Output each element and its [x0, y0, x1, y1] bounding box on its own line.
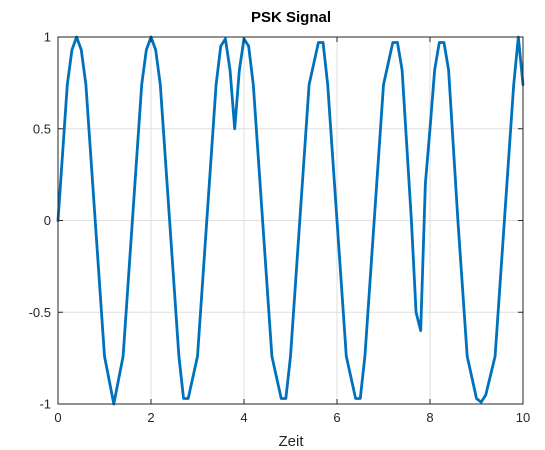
- x-tick-label: 10: [516, 410, 530, 425]
- y-tick-label: -1: [39, 397, 51, 412]
- y-tick-labels: -1 -0.5 0 0.5 1: [29, 30, 51, 412]
- x-tick-labels: 0 2 4 6 8 10: [54, 410, 530, 425]
- x-axis-title: Zeit: [278, 433, 304, 450]
- x-tick-label: 2: [147, 410, 154, 425]
- x-tick-label: 6: [333, 410, 340, 425]
- psk-signal-line: [56, 35, 525, 406]
- chart-title: PSK Signal: [251, 9, 331, 26]
- y-tick-label: 0: [44, 213, 51, 228]
- y-tick-label: 0.5: [33, 121, 51, 136]
- y-tick-label: -0.5: [29, 305, 51, 320]
- x-tick-label: 4: [240, 410, 247, 425]
- y-tick-label: 1: [44, 30, 51, 45]
- x-tick-label: 8: [426, 410, 433, 425]
- series-layer: [56, 35, 525, 406]
- tick-marks: [57, 36, 524, 405]
- x-tick-label: 0: [54, 410, 61, 425]
